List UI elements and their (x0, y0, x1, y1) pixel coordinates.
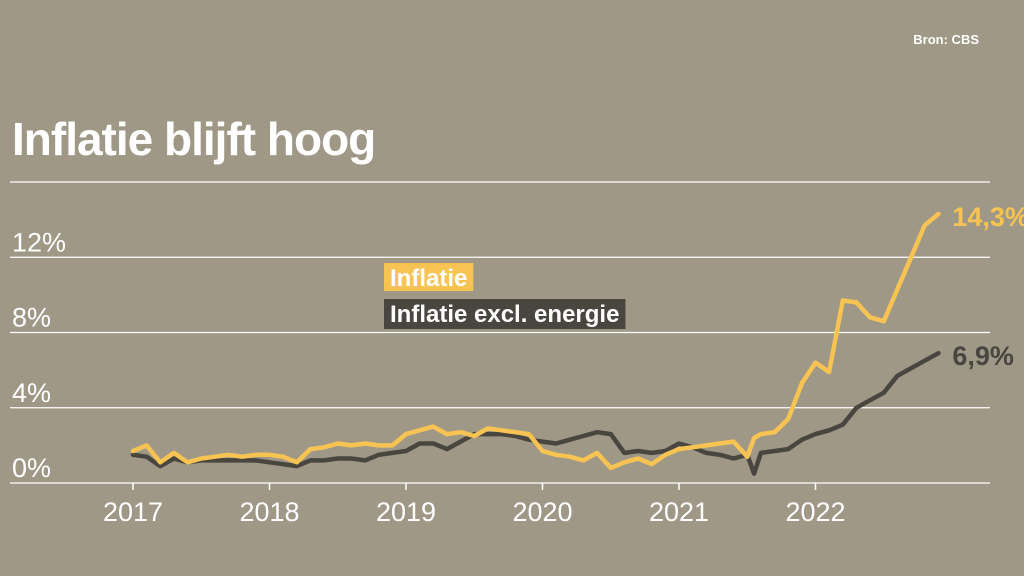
legend-label: Inflatie excl. energie (390, 301, 619, 328)
series-line (130, 350, 941, 476)
x-tick-label: 2017 (103, 497, 163, 527)
y-axis-ticks: 0% 4% 8% 12% (12, 227, 66, 483)
y-tick-label: 8% (12, 303, 51, 333)
y-tick-label: 12% (12, 227, 66, 257)
legend-label: Inflatie (390, 265, 467, 292)
x-tick-label: 2022 (785, 497, 845, 527)
series-end-label: 14,3% (952, 202, 1024, 232)
legend-swatch (384, 299, 626, 329)
gridlines (10, 181, 990, 484)
x-tick-label: 2019 (376, 497, 436, 527)
source-label: Bron: CBS (913, 32, 979, 47)
end-labels: 6,9% 14,3% (952, 202, 1024, 371)
series-lines (130, 211, 941, 476)
series-end-label: 6,9% (952, 341, 1014, 371)
x-tick-label: 2018 (239, 497, 299, 527)
y-tick-label: 0% (12, 453, 51, 483)
legend-swatch (384, 263, 474, 291)
y-tick-label: 4% (12, 378, 51, 408)
legend: Inflatie Inflatie excl. energie (384, 263, 626, 329)
x-tick-label: 2020 (512, 497, 572, 527)
chart-title: Inflatie blijft hoog (12, 113, 376, 165)
x-axis-ticks: 2017 2018 2019 2020 2021 2022 (103, 483, 846, 527)
x-tick-label: 2021 (649, 497, 709, 527)
series-line (130, 211, 941, 471)
